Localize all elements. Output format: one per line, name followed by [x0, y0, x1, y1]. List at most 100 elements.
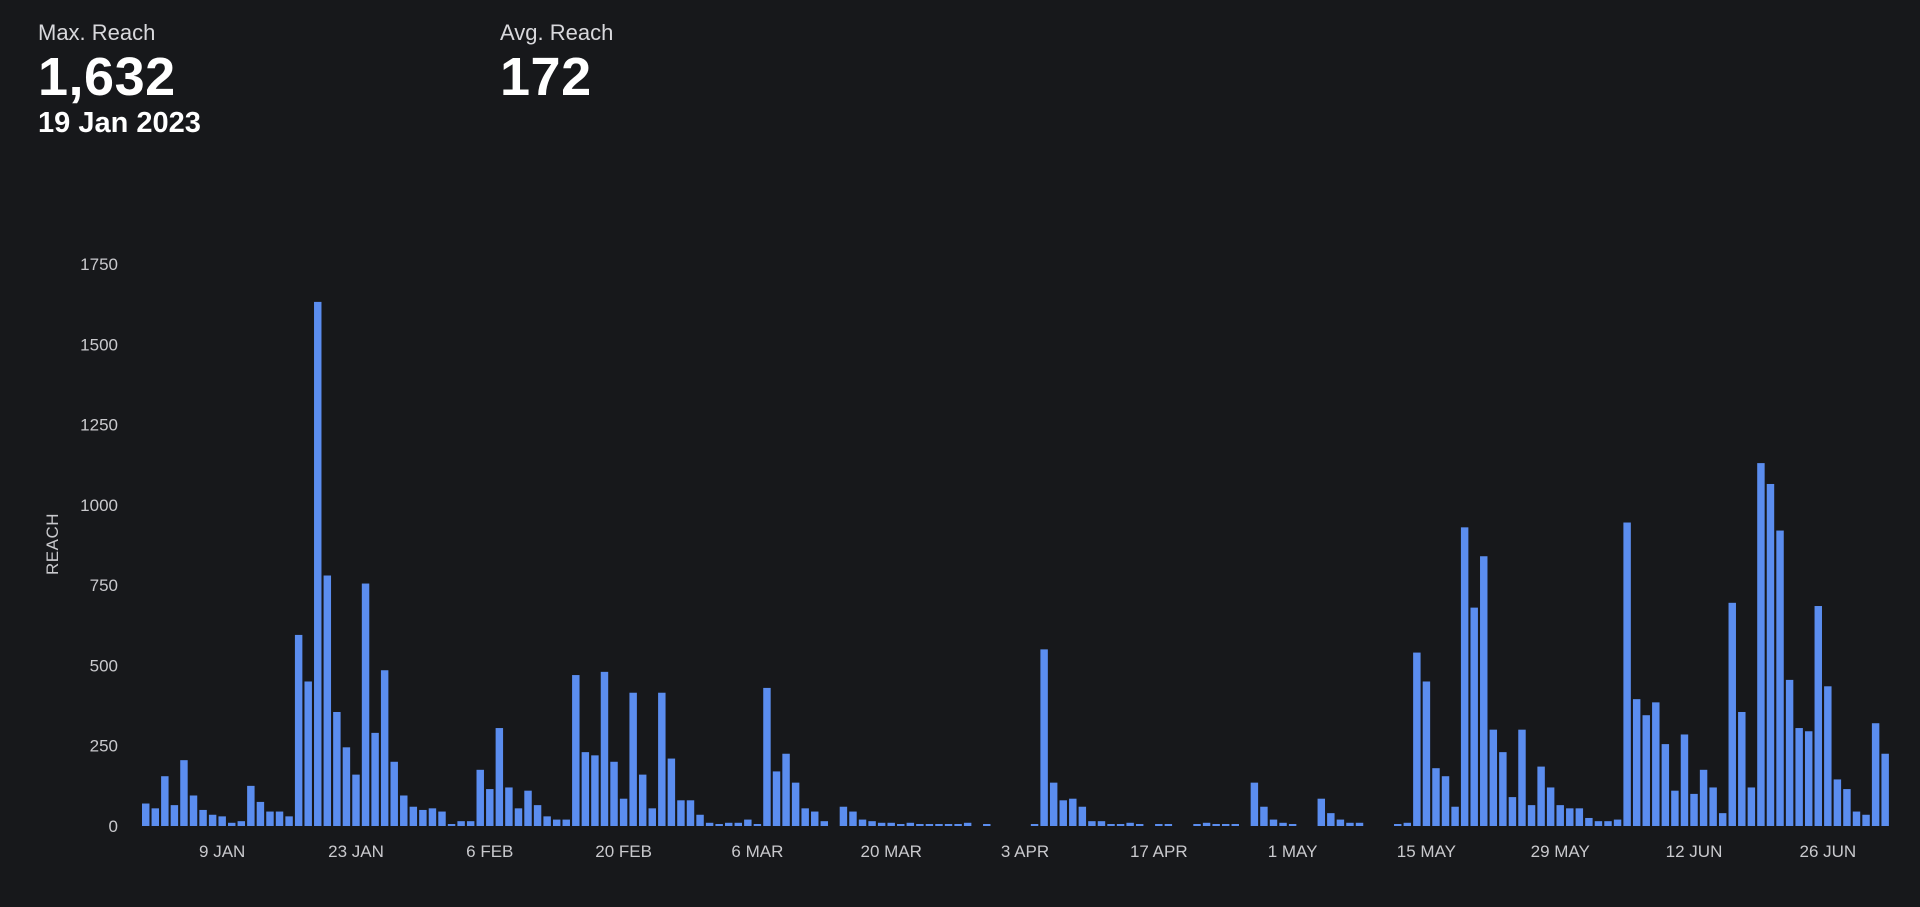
bar[interactable] [820, 821, 829, 826]
bar[interactable] [1422, 681, 1431, 826]
bar[interactable] [314, 301, 322, 826]
bar[interactable] [1709, 787, 1717, 826]
bar[interactable] [1537, 766, 1545, 826]
bar[interactable] [180, 760, 188, 826]
bar[interactable] [638, 774, 647, 826]
bar[interactable] [1202, 822, 1211, 826]
bar[interactable] [1135, 824, 1144, 826]
bar[interactable] [1862, 814, 1870, 826]
bar[interactable] [868, 821, 876, 826]
bar[interactable] [438, 811, 446, 826]
bar[interactable] [1030, 824, 1039, 826]
bar[interactable] [1088, 821, 1096, 826]
bar[interactable] [294, 634, 303, 826]
bar[interactable] [1699, 769, 1708, 826]
bar[interactable] [1269, 819, 1278, 826]
bar[interactable] [256, 801, 265, 826]
bar[interactable] [1336, 819, 1345, 826]
bar[interactable] [1470, 607, 1478, 826]
bar[interactable] [1097, 821, 1106, 826]
bar[interactable] [1049, 782, 1058, 826]
bar[interactable] [1642, 715, 1650, 826]
bar[interactable] [1566, 808, 1574, 826]
bar[interactable] [916, 824, 924, 826]
bar[interactable] [208, 814, 217, 826]
bar[interactable] [218, 816, 226, 826]
bar[interactable] [1728, 602, 1736, 826]
bar[interactable] [476, 769, 484, 826]
bar[interactable] [1355, 822, 1364, 826]
bar[interactable] [1871, 723, 1880, 826]
bar[interactable] [1221, 824, 1230, 826]
bar[interactable] [1107, 824, 1115, 826]
bar[interactable] [1040, 649, 1048, 826]
bar[interactable] [591, 755, 599, 826]
bar[interactable] [304, 681, 312, 826]
bar[interactable] [228, 822, 236, 826]
bar[interactable] [954, 824, 962, 826]
bar[interactable] [409, 806, 418, 826]
bar[interactable] [247, 785, 255, 826]
bar[interactable] [505, 787, 513, 826]
bar[interactable] [285, 816, 293, 826]
bar[interactable] [1814, 606, 1822, 826]
bar[interactable] [753, 824, 762, 826]
bar[interactable] [1451, 806, 1459, 826]
bar[interactable] [400, 795, 408, 826]
bar[interactable] [811, 811, 819, 826]
bar[interactable] [552, 819, 561, 826]
bar[interactable] [1413, 652, 1421, 826]
bar[interactable] [667, 758, 676, 826]
bar[interactable] [189, 795, 198, 826]
bar[interactable] [333, 711, 341, 826]
bar[interactable] [744, 819, 752, 826]
bar[interactable] [725, 822, 733, 826]
bar[interactable] [801, 808, 809, 826]
bar[interactable] [1546, 787, 1555, 826]
bar[interactable] [1441, 776, 1450, 826]
bar[interactable] [1432, 768, 1440, 826]
bar[interactable] [1604, 821, 1612, 826]
bar[interactable] [1288, 824, 1297, 826]
bar[interactable] [686, 800, 695, 826]
bar[interactable] [361, 583, 370, 826]
bar[interactable] [1632, 699, 1641, 826]
bar[interactable] [925, 824, 934, 826]
bar[interactable] [1489, 729, 1498, 826]
bar[interactable] [428, 808, 437, 826]
bar[interactable] [1652, 702, 1660, 826]
bar[interactable] [1193, 824, 1201, 826]
bar[interactable] [1460, 527, 1469, 826]
bar[interactable] [151, 808, 160, 826]
bar[interactable] [1594, 821, 1603, 826]
bar[interactable] [1508, 797, 1517, 826]
bar[interactable] [1852, 811, 1861, 826]
bar[interactable] [1155, 824, 1163, 826]
bar[interactable] [1260, 806, 1268, 826]
bar[interactable] [696, 814, 704, 826]
bar[interactable] [342, 747, 351, 826]
bar[interactable] [705, 822, 714, 826]
bar[interactable] [677, 800, 685, 826]
bar[interactable] [161, 776, 169, 826]
bar[interactable] [1346, 822, 1354, 826]
bar[interactable] [1527, 805, 1536, 826]
bar[interactable] [791, 782, 800, 826]
bar[interactable] [1690, 793, 1698, 826]
bar[interactable] [906, 822, 915, 826]
bar[interactable] [1843, 789, 1851, 826]
bar[interactable] [457, 821, 465, 826]
bar[interactable] [963, 822, 972, 826]
bar[interactable] [199, 809, 207, 826]
bar[interactable] [715, 824, 723, 826]
bar[interactable] [858, 819, 867, 826]
bar[interactable] [142, 803, 150, 826]
bar[interactable] [1833, 779, 1842, 826]
bar[interactable] [1059, 800, 1067, 826]
bar[interactable] [1327, 813, 1335, 826]
bar[interactable] [524, 790, 532, 826]
bar[interactable] [1212, 824, 1220, 826]
bar[interactable] [447, 824, 456, 826]
bar[interactable] [1680, 734, 1689, 826]
bar[interactable] [1623, 522, 1631, 826]
